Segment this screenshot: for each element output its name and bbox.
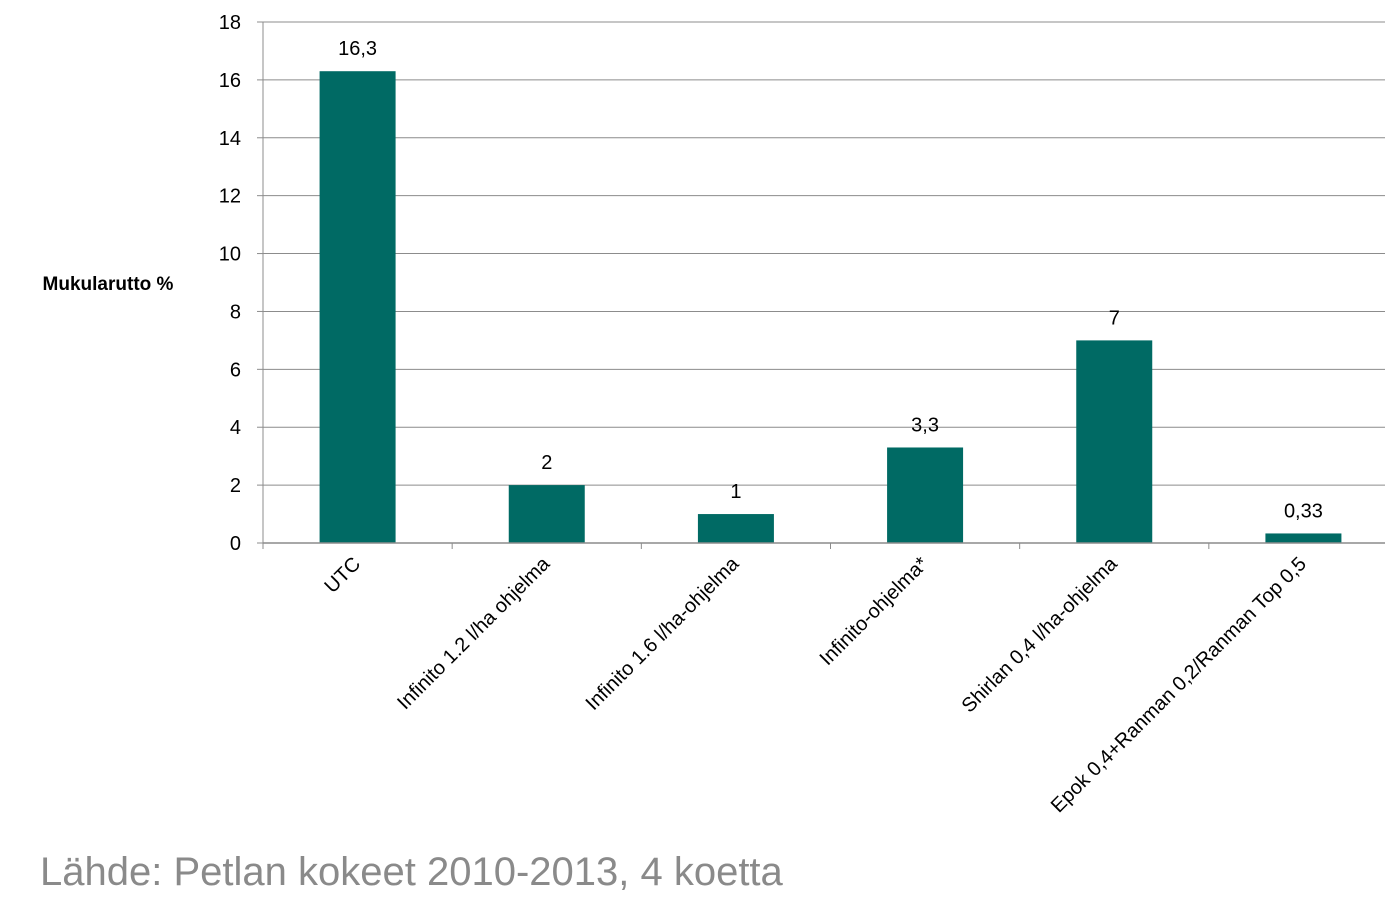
- data-label: 3,3: [911, 414, 939, 436]
- data-label: 1: [730, 481, 741, 503]
- x-category-label: Infinito-ohjelma*: [816, 553, 933, 670]
- x-category-label: UTC: [320, 553, 365, 598]
- y-tick-label: 18: [219, 12, 241, 34]
- x-category-label: Infinito 1.6 l/ha-ohjelma: [582, 552, 744, 714]
- bar: [887, 447, 964, 543]
- y-tick-label: 14: [219, 128, 241, 150]
- y-tick-label: 8: [230, 301, 241, 323]
- y-tick-label: 0: [230, 533, 241, 555]
- data-label: 0,33: [1284, 500, 1323, 522]
- y-axis: 0 2 4 6 8 10 12 14 16 18: [219, 12, 264, 555]
- bar: [508, 485, 585, 543]
- y-tick-label: 12: [219, 186, 241, 208]
- data-label: 2: [541, 452, 552, 474]
- bar: [1076, 340, 1153, 543]
- bar: [319, 71, 396, 543]
- x-category-label: Shirlan 0,4 l/ha-ohjelma: [958, 552, 1123, 717]
- x-category-label: Infinito 1.2 l/ha ohjelma: [393, 552, 555, 714]
- data-label: 16,3: [338, 38, 377, 60]
- data-label: 7: [1109, 307, 1120, 329]
- bars: 16,3 2 1 3,3 7 0,33: [319, 38, 1342, 543]
- y-tick-label: 4: [230, 417, 241, 439]
- y-tick-label: 10: [219, 244, 241, 266]
- bar: [697, 514, 774, 543]
- bar: [1265, 533, 1342, 543]
- x-axis: UTC Infinito 1.2 l/ha ohjelma Infinito 1.6…: [262, 542, 1385, 817]
- y-tick-label: 2: [230, 475, 241, 497]
- y-axis-label: Mukularutto %: [43, 274, 174, 295]
- y-tick-label: 6: [230, 359, 241, 381]
- y-tick-label: 16: [219, 70, 241, 92]
- gridlines: [263, 21, 1385, 486]
- source-note: Lähde: Petlan kokeet 2010-2013, 4 koetta: [40, 850, 783, 894]
